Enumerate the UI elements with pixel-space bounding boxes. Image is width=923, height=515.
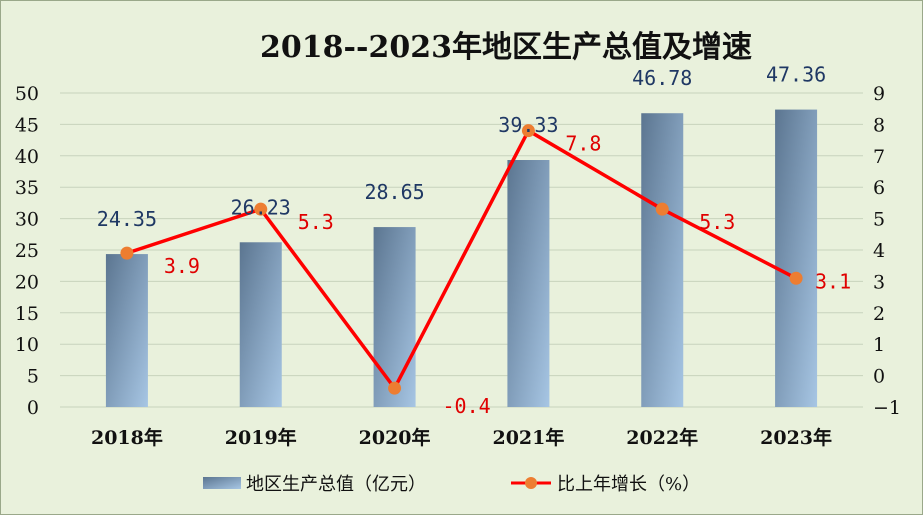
bar [373,227,416,407]
line-data-label: 5.3 [298,210,334,234]
y-right-tick-label: 7 [873,146,885,168]
bar-data-label: 26.23 [231,195,291,219]
legend-label-line: 比上年增长（%） [557,474,700,495]
y-right-tick-label: 1 [873,334,885,356]
grid-layer [60,92,863,408]
y-right-tick-label: 4 [873,240,885,262]
line-data-label: 3.1 [815,269,851,293]
bar-data-label: 47.36 [766,63,826,87]
y-right-tick-label: 9 [873,83,885,105]
bar-layer [105,109,818,408]
growth-point [120,246,134,260]
y-right-tick-label: −1 [873,397,901,419]
line-data-label: 7.8 [565,132,601,156]
y-right-tick-label: 0 [873,366,885,388]
line-layer [120,124,803,395]
legend: 地区生产总值（亿元） 比上年增长（%） [203,474,700,495]
line-data-label: -0.4 [442,394,490,418]
y-left-tick-label: 45 [15,114,39,136]
chart-title: 2018--2023年地区生产总值及增速 [260,30,752,65]
bar [775,109,818,408]
y-left-tick-label: 0 [27,397,39,419]
x-tick-label: 2023年 [760,426,832,449]
x-tick-label: 2018年 [91,426,163,449]
bar [105,254,148,407]
label-layer: 24.35 26.23 28.65 39.33 46.78 47.36 3.9 5.3 -0.4… [97,63,851,418]
y-left-tick-label: 25 [15,240,39,262]
growth-point [789,271,803,285]
y-left-tick-label: 10 [15,334,39,356]
legend-label-bar: 地区生产总值（亿元） [246,474,426,495]
growth-line [126,128,797,390]
legend-swatch-bar [203,477,241,489]
y-right-tick-label: 3 [873,271,885,293]
y-left-tick-label: 40 [15,146,39,168]
y-left-tick-label: 20 [15,271,39,293]
y-right-tick-label: 5 [873,209,885,231]
y-right-tick-label: 8 [873,114,885,136]
y-left-tick-label: 50 [15,83,39,105]
y-left-tick-label: 35 [15,177,39,199]
bar-data-label: 28.65 [364,180,424,204]
line-data-label: 5.3 [699,210,735,234]
bar-data-label: 46.78 [632,66,692,90]
x-tick-label: 2022年 [626,426,698,449]
bar [641,113,684,407]
bar-data-label: 24.35 [97,207,157,231]
x-tick-label: 2019年 [225,426,297,449]
growth-point [521,124,535,138]
x-tick-label: 2021年 [492,426,564,449]
bar-data-label: 39.33 [498,113,558,137]
y-left-tick-label: 30 [15,209,39,231]
bar [507,160,550,407]
growth-point [655,202,669,216]
legend-swatch-marker [525,477,537,489]
y-left-tick-label: 15 [15,303,39,325]
growth-point [388,381,402,395]
growth-point [254,202,268,216]
y-right-tick-label: 2 [873,303,885,325]
line-data-label: 3.9 [164,254,200,278]
y-right-tick-label: 6 [873,177,885,199]
bar [239,242,282,407]
x-tick-label: 2020年 [359,426,431,449]
y-left-tick-label: 5 [27,366,39,388]
